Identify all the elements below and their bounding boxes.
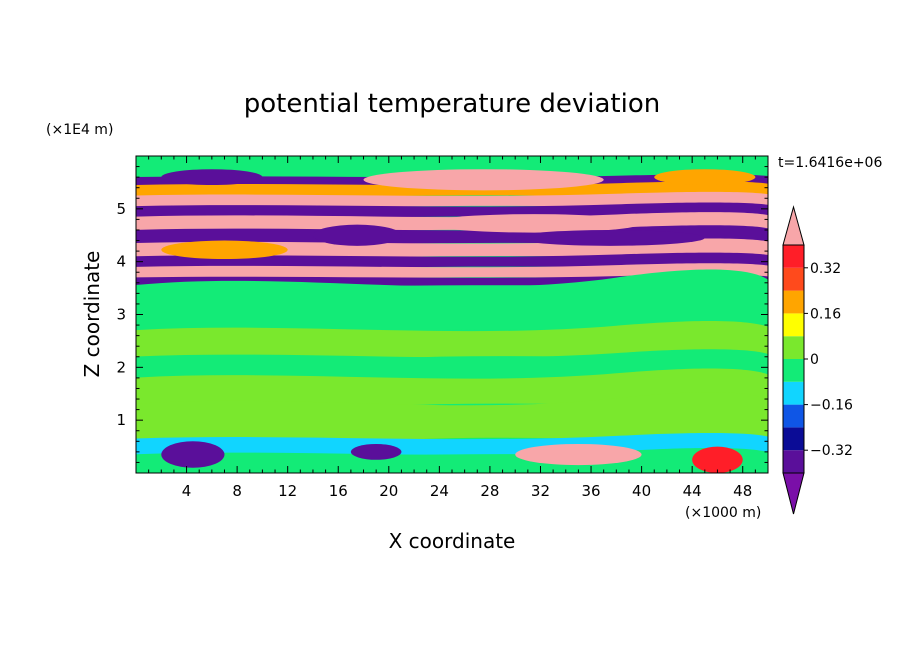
colorbar-label: 0.16 (810, 306, 841, 322)
contour-fill (136, 156, 768, 473)
colorbar-segment (783, 381, 804, 405)
contour-feature (312, 224, 402, 246)
colorbar-segment (783, 313, 804, 337)
x-axis: 4 8 12 16 20 24 28 32 36 40 44 48 (148, 156, 756, 500)
contour-feature (654, 169, 756, 186)
x-tick-label: 20 (379, 482, 398, 500)
colorbar-label: 0.32 (810, 261, 841, 277)
y-tick-label: 4 (116, 253, 126, 271)
colorbar-segment (783, 290, 804, 314)
colorbar-segment (783, 336, 804, 359)
x-tick-label: 44 (683, 482, 702, 500)
chart-title: potential temperature deviation (244, 89, 660, 119)
x-tick-label: 16 (329, 482, 348, 500)
contour-feature (350, 443, 402, 460)
colorbar-label: −0.16 (810, 398, 853, 414)
colorbar-label: −0.32 (810, 443, 853, 459)
colorbar-segment (783, 359, 804, 382)
x-tick-label: 4 (182, 482, 192, 500)
y-axis-label: Z coordinate (80, 251, 104, 378)
contour-feature (161, 240, 288, 260)
contour-feature (515, 443, 642, 466)
y-tick-label: 1 (116, 411, 126, 429)
contour-feature (426, 214, 642, 233)
x-tick-label: 48 (733, 482, 752, 500)
y-tick-label: 2 (116, 358, 126, 376)
colorbar-segment (783, 267, 804, 291)
contour-feature (692, 446, 743, 473)
contour-feature (161, 169, 263, 186)
colorbar-label: 0 (810, 352, 819, 368)
colorbar-segment (783, 404, 804, 428)
colorbar-segment (783, 450, 804, 473)
colorbar-min-arrow (782, 472, 805, 515)
colorbar-segment (783, 427, 804, 451)
x-tick-label: 24 (430, 482, 449, 500)
x-tick-label: 32 (531, 482, 550, 500)
x-tick-label: 12 (278, 482, 297, 500)
colorbar: 0.32 0.16 0 −0.16 −0.32 (782, 205, 853, 515)
plot-area (135, 155, 769, 474)
contour-feature (161, 441, 225, 468)
x-tick-label: 36 (581, 482, 600, 500)
colorbar-max-arrow (782, 205, 805, 246)
x-tick-label: 28 (480, 482, 499, 500)
x-axis-label: X coordinate (389, 529, 516, 553)
x-tick-label: 40 (632, 482, 651, 500)
x-tick-label: 8 (232, 482, 242, 500)
x-unit-label: (×1000 m) (685, 505, 761, 521)
y-tick-label: 5 (116, 200, 126, 218)
contour-feature (363, 169, 604, 191)
colorbar-segment (783, 245, 804, 268)
y-axis: 1 2 3 4 5 (116, 166, 768, 463)
time-label: t=1.6416e+06 (778, 155, 882, 171)
contour-feature (515, 229, 705, 246)
y-unit-label: (×1E4 m) (46, 122, 113, 138)
y-tick-label: 3 (116, 306, 126, 324)
